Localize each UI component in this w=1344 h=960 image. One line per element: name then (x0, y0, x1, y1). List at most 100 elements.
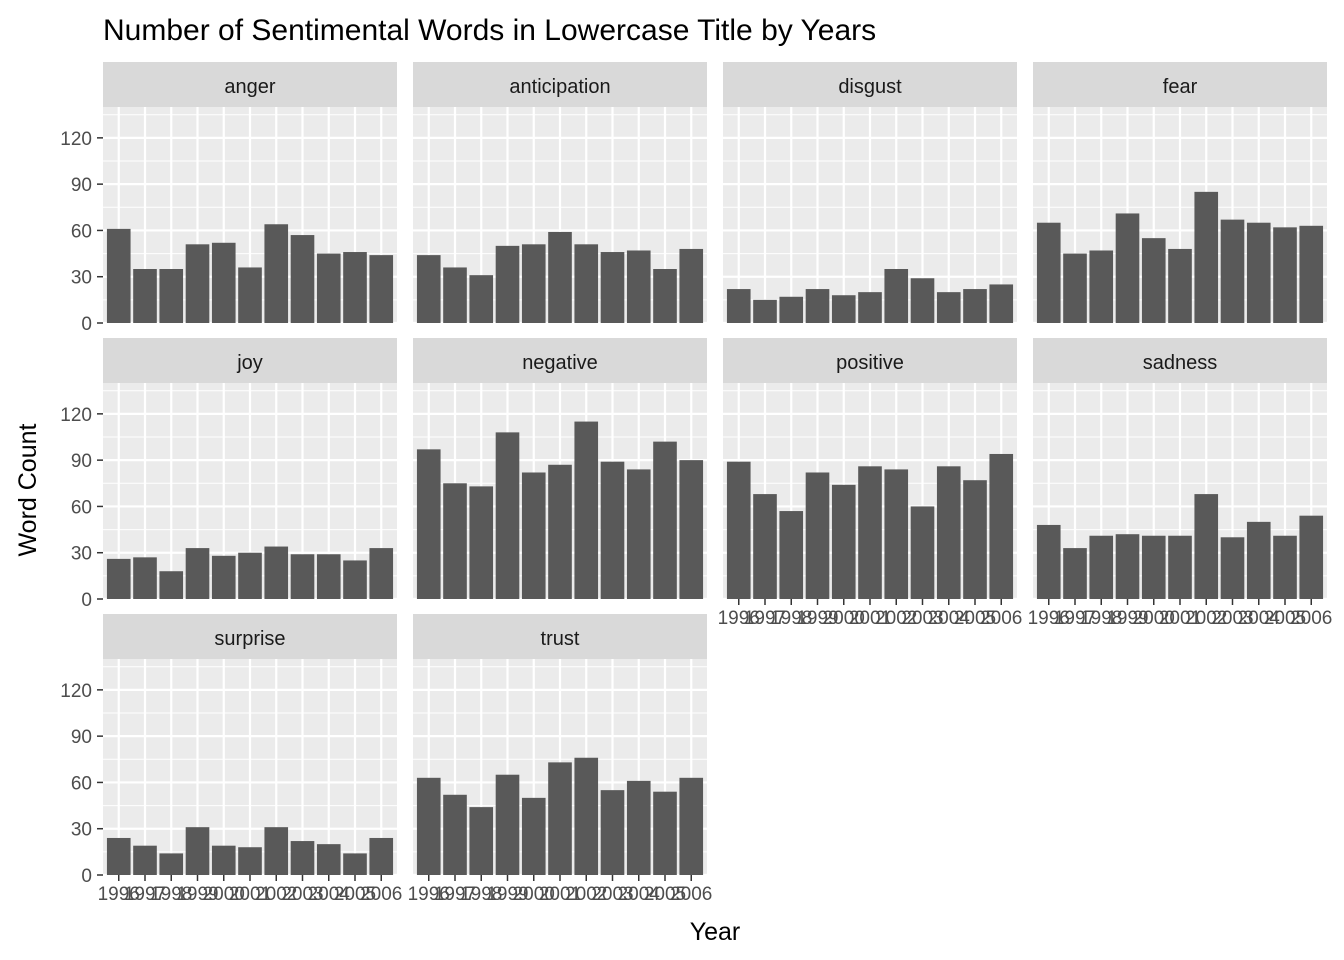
bar-joy-1999 (185, 548, 210, 599)
bar-anticipation-2002 (574, 244, 599, 323)
x-tick-label: 2004 (928, 608, 971, 629)
bar-sadness-2005 (1273, 535, 1297, 599)
facet-strip (1033, 338, 1327, 383)
x-tick-label: 1998 (460, 884, 502, 905)
x-tick-label: 1997 (1054, 608, 1096, 629)
bar-trust-2002 (574, 757, 599, 875)
bar-trust-2003 (600, 790, 625, 875)
facet-sadness: sadness199619971998199920002001200220032… (1028, 338, 1332, 629)
bar-disgust-2003 (910, 278, 935, 323)
bar-anticipation-2000 (521, 244, 546, 323)
bar-negative-2006 (679, 460, 704, 599)
bar-fear-2003 (1220, 219, 1245, 323)
bar-joy-2005 (343, 560, 367, 599)
bar-anger-2002 (264, 224, 289, 323)
bar-sadness-2001 (1168, 535, 1192, 599)
bar-fear-2002 (1194, 191, 1219, 323)
bar-joy-2004 (316, 554, 341, 599)
x-tick-label: 1998 (150, 884, 192, 905)
x-tick-label: 2006 (670, 884, 712, 905)
x-tick-label: 1996 (408, 884, 450, 905)
bar-positive-1998 (779, 511, 804, 599)
facet-disgust: disgust (723, 62, 1017, 325)
bar-anger-1996 (106, 228, 131, 323)
facet-anger: anger 0 30 60 90 120 (60, 62, 397, 335)
x-tick-label: 2003 (591, 884, 633, 905)
bar-negative-1998 (469, 486, 494, 599)
y-tick-label: 90 (71, 175, 92, 196)
bar-joy-2001 (238, 552, 262, 599)
bar-disgust-2000 (831, 295, 856, 323)
x-tick-label: 2002 (565, 884, 607, 905)
bar-disgust-2006 (989, 284, 1014, 323)
bar-positive-1996 (726, 461, 751, 599)
facet-strip (103, 62, 397, 107)
bar-anticipation-2005 (653, 269, 677, 323)
x-tick-label: 2000 (513, 884, 555, 905)
facet-strip-label: joy (236, 352, 263, 374)
bar-anger-2001 (238, 267, 262, 323)
bar-fear-1996 (1036, 222, 1061, 323)
bar-anticipation-2003 (600, 252, 625, 323)
bar-fear-2005 (1273, 227, 1297, 323)
bar-surprise-1997 (133, 845, 157, 875)
x-tick-label: 2005 (644, 884, 686, 905)
facet-strip (723, 338, 1017, 383)
bar-positive-2002 (884, 469, 909, 599)
bar-positive-2000 (831, 484, 856, 599)
x-tick-label: 1999 (796, 608, 838, 629)
bar-anticipation-2006 (679, 248, 704, 323)
facet-joy: joy 0 30 60 90 120 (60, 338, 397, 611)
bar-positive-2001 (858, 466, 882, 599)
bar-joy-1997 (133, 557, 157, 599)
x-tick-label: 1998 (770, 608, 812, 629)
x-tick-label: 2001 (539, 884, 581, 905)
bar-fear-2000 (1141, 238, 1166, 323)
bar-anger-2000 (211, 242, 236, 323)
facet-strip-label: disgust (838, 76, 902, 98)
bar-surprise-2001 (238, 847, 262, 875)
facet-strip-label: positive (836, 352, 904, 374)
facet-strip (1033, 62, 1327, 107)
x-tick-label: 2005 (334, 884, 376, 905)
bar-negative-2005 (653, 441, 677, 599)
y-tick-label: 30 (71, 268, 92, 289)
bar-positive-2006 (989, 453, 1014, 599)
x-tick-label: 1997 (434, 884, 476, 905)
x-tick-label: 2000 (823, 608, 865, 629)
bar-trust-2006 (679, 777, 704, 875)
x-tick-label: 2000 (1133, 608, 1175, 629)
y-tick-label: 60 (71, 773, 92, 794)
facet-strip-label: sadness (1143, 352, 1218, 374)
facet-strip (413, 614, 707, 659)
x-tick-label: 1996 (718, 608, 760, 629)
y-tick-label: 90 (71, 727, 92, 748)
bar-disgust-1998 (779, 296, 804, 323)
facet-fear: fear (1033, 62, 1327, 325)
facet-trust: trust19961997199819992000200120022003200… (408, 614, 712, 905)
facet-strip-label: anger (224, 76, 275, 98)
bar-sadness-2006 (1299, 515, 1324, 599)
x-tick-label: 1999 (1106, 608, 1148, 629)
bar-surprise-1998 (159, 853, 184, 875)
y-tick-label: 90 (71, 451, 92, 472)
bar-disgust-2004 (936, 292, 961, 323)
facet-anticipation: anticipation (413, 62, 707, 325)
bar-trust-2001 (548, 762, 572, 875)
bar-disgust-2005 (963, 289, 987, 323)
chart-title: Number of Sentimental Words in Lowercase… (103, 14, 876, 47)
y-tick-label: 60 (71, 497, 92, 518)
bar-sadness-1999 (1115, 534, 1140, 599)
x-tick-label: 2002 (1185, 608, 1227, 629)
x-tick-label: 1998 (1080, 608, 1122, 629)
x-tick-label: 2004 (1238, 608, 1281, 629)
y-tick-label: 120 (60, 129, 92, 150)
x-tick-label: 2002 (255, 884, 297, 905)
y-tick-label: 30 (71, 820, 92, 841)
y-tick-label: 60 (71, 221, 92, 242)
bar-anger-2005 (343, 252, 367, 323)
x-tick-label: 2006 (360, 884, 402, 905)
x-tick-label: 2004 (308, 884, 351, 905)
bar-surprise-2004 (316, 844, 341, 875)
facet-strip-label: trust (541, 628, 580, 650)
